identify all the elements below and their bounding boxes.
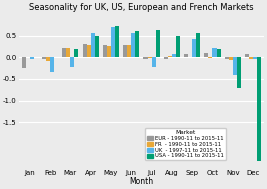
Bar (42, 57, 46, 59)
Bar (123, 45, 127, 57)
Bar (87, 45, 91, 57)
Bar (70, 57, 74, 67)
Bar (233, 57, 237, 75)
Legend: EUR - 1990-11 to 2015-11, FR  - 1990-11 to 2015-11, UK  - 1997-11 to 2015-11, US: EUR - 1990-11 to 2015-11, FR - 1990-11 t… (146, 128, 226, 160)
Bar (209, 57, 213, 58)
Bar (253, 57, 257, 59)
Bar (229, 57, 233, 60)
Bar (115, 26, 119, 57)
Bar (245, 54, 249, 57)
Bar (103, 45, 107, 57)
Title: Seasonality for UK, US, European and French Markets: Seasonality for UK, US, European and Fre… (29, 3, 254, 12)
Bar (164, 57, 168, 59)
Bar (184, 54, 188, 57)
Bar (46, 57, 50, 61)
Bar (30, 57, 34, 59)
Bar (196, 33, 200, 57)
Bar (127, 45, 131, 57)
Bar (147, 57, 152, 58)
Bar (237, 57, 241, 88)
Bar (176, 36, 180, 57)
Bar (111, 27, 115, 57)
Bar (225, 57, 229, 59)
Bar (156, 30, 160, 57)
Bar (131, 33, 135, 57)
Bar (135, 31, 139, 57)
Bar (152, 57, 156, 67)
Bar (168, 56, 172, 57)
Bar (95, 36, 99, 57)
Bar (83, 44, 87, 57)
Bar (213, 48, 217, 57)
Bar (217, 49, 221, 57)
Bar (22, 57, 26, 68)
Bar (74, 50, 78, 57)
Bar (192, 39, 196, 57)
Bar (50, 57, 54, 72)
Bar (107, 46, 111, 57)
X-axis label: Month: Month (129, 177, 154, 186)
Bar (62, 48, 66, 57)
Bar (172, 54, 176, 57)
Bar (66, 48, 70, 57)
Bar (143, 57, 147, 59)
Bar (249, 57, 253, 59)
Bar (91, 33, 95, 57)
Bar (257, 57, 261, 161)
Bar (204, 53, 209, 57)
